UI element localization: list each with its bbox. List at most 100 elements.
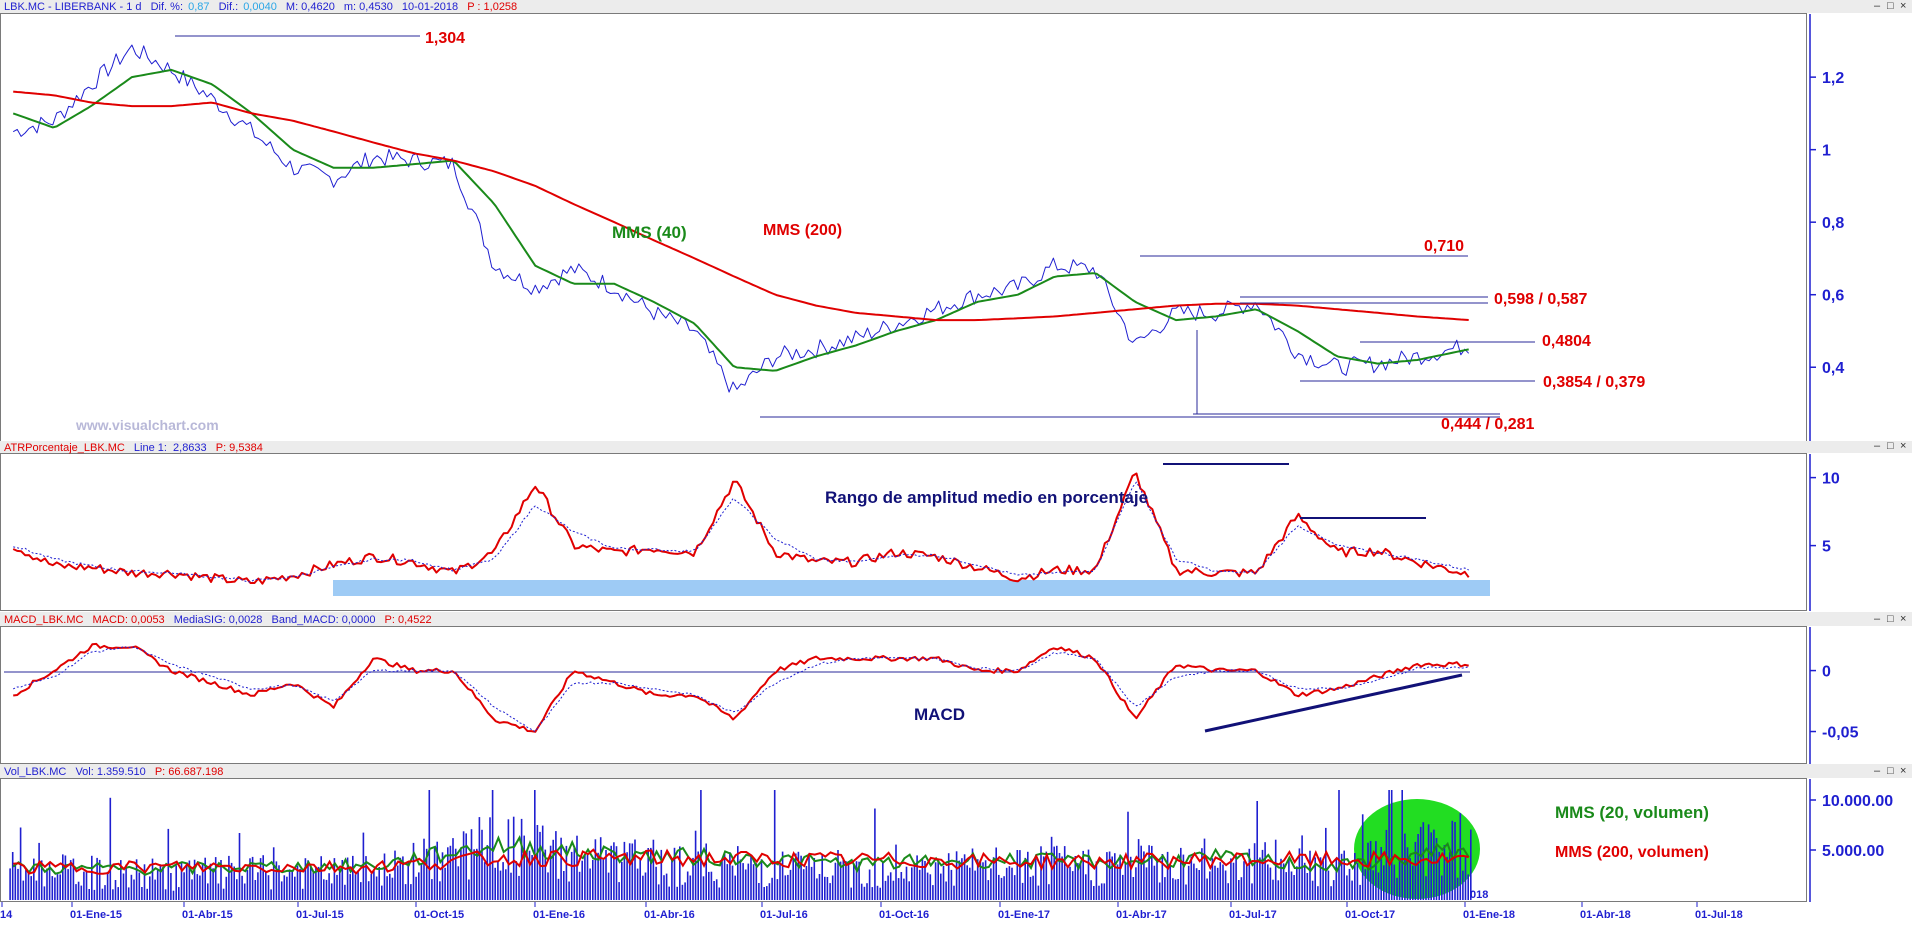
price-pane-title: LBK.MC - LIBERBANK - 1 d Dif. %: 0,87 Di… <box>4 1 517 13</box>
volume-bar <box>1106 852 1108 900</box>
volume-bar <box>1314 857 1316 900</box>
volume-bar <box>1285 872 1287 900</box>
volume-bar <box>613 842 615 900</box>
volume-bar <box>940 873 942 900</box>
volume-bar <box>808 853 810 900</box>
vol-p-value: P: 66.687.198 <box>155 766 224 778</box>
volume-bar <box>1119 854 1121 900</box>
volume-bar <box>1190 856 1193 900</box>
date-label: 01-Oct-16 <box>879 909 929 921</box>
volume-bar <box>845 861 847 900</box>
volume-bar <box>360 882 362 900</box>
volume-bar <box>243 883 246 900</box>
volume-bar <box>800 855 802 900</box>
volume-bar <box>834 862 837 900</box>
volume-bar <box>1164 877 1166 900</box>
volume-bar <box>581 860 583 900</box>
restore-icon[interactable]: □ <box>1887 613 1894 625</box>
volume-bar <box>67 869 69 900</box>
close-icon[interactable]: × <box>1900 765 1906 777</box>
volume-bar <box>69 860 72 900</box>
macd-tick-label: 0 <box>1822 664 1831 681</box>
volume-bar <box>1327 870 1330 900</box>
volume-bar <box>697 851 699 900</box>
volume-bar <box>1166 851 1169 900</box>
volume-bar <box>120 860 122 900</box>
minimize-icon[interactable]: – <box>1874 765 1881 777</box>
minimize-icon[interactable]: – <box>1874 0 1881 12</box>
volume-bar <box>773 790 776 900</box>
volume-bar <box>673 847 676 900</box>
close-icon[interactable]: × <box>1900 0 1906 12</box>
volume-bar <box>549 845 552 900</box>
date-value: 10-01-2018 <box>402 1 458 13</box>
volume-bar <box>618 882 620 900</box>
volume-bar <box>470 829 473 900</box>
volume-bar <box>1261 849 1264 900</box>
volume-bar <box>62 854 64 900</box>
restore-icon[interactable]: □ <box>1887 765 1894 777</box>
volume-bar <box>1016 850 1019 900</box>
volume-bar <box>947 853 950 900</box>
volume-bar <box>805 866 808 900</box>
volume-bar <box>1108 851 1111 900</box>
volume-bar <box>557 878 560 900</box>
volume-bar <box>1404 833 1406 900</box>
volume-pane-frame <box>0 778 1807 902</box>
volume-bar <box>497 861 499 900</box>
volume-bar <box>1132 877 1135 900</box>
date-label: 01-Jul-15 <box>296 909 344 921</box>
volume-bar <box>1224 870 1227 900</box>
annotation-lines <box>175 35 1535 733</box>
volume-bar <box>1111 856 1113 900</box>
volume-bar <box>301 888 304 900</box>
volume-bar <box>33 858 35 900</box>
minimize-icon[interactable]: – <box>1874 613 1881 625</box>
volume-bar <box>154 879 156 900</box>
volume-bar <box>573 846 576 900</box>
volume-bar <box>726 864 729 900</box>
volume-bar <box>444 867 446 900</box>
volume-bar <box>114 880 117 900</box>
volume-bar <box>1248 848 1251 900</box>
volume-bar <box>924 861 926 900</box>
volume-bar <box>1153 865 1156 900</box>
close-icon[interactable]: × <box>1900 613 1906 625</box>
volume-bar <box>1180 847 1182 900</box>
volume-bar <box>170 873 172 900</box>
volume-bar <box>336 874 338 900</box>
volume-bar <box>871 887 874 900</box>
volume-bar <box>689 875 692 900</box>
close-icon[interactable]: × <box>1900 440 1906 452</box>
volume-bar <box>594 839 597 900</box>
volume-bar <box>1037 885 1040 900</box>
volume-bar <box>460 847 462 900</box>
volume-bar <box>1311 880 1314 900</box>
volume-bar <box>304 858 307 900</box>
minimize-icon[interactable]: – <box>1874 440 1881 452</box>
volume-bar <box>831 875 834 900</box>
macd-label: MACD <box>914 705 965 724</box>
volume-bar <box>1098 885 1100 900</box>
volume-bar <box>953 885 955 900</box>
volume-bar <box>739 859 742 900</box>
restore-icon[interactable]: □ <box>1887 440 1894 452</box>
volume-bar <box>818 874 821 900</box>
volume-bar <box>971 848 974 900</box>
volume-bar <box>663 875 665 900</box>
macd-sig-value: MediaSIG: 0,0028 <box>174 614 263 626</box>
volume-bar <box>43 886 46 900</box>
vol-value: Vol: 1.359.510 <box>75 766 145 778</box>
volume-bar <box>1332 880 1335 900</box>
volume-bar <box>1069 866 1071 900</box>
volume-bar <box>526 850 528 900</box>
volume-bar <box>1377 872 1380 900</box>
volume-bar <box>937 859 939 900</box>
volume-bar <box>1116 864 1119 900</box>
volume-bar <box>207 883 209 900</box>
volume-bar <box>1000 877 1003 900</box>
volume-bar <box>1071 871 1074 900</box>
restore-icon[interactable]: □ <box>1887 0 1894 12</box>
volume-bar <box>494 867 496 900</box>
volume-bar <box>932 885 934 900</box>
